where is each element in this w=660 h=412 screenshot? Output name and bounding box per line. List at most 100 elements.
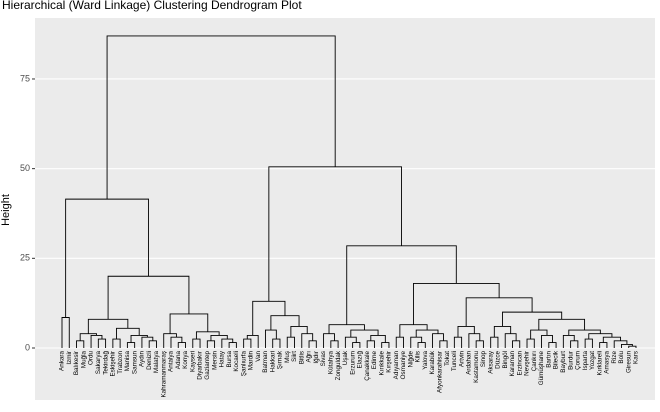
leaf-label: Niğde	[407, 350, 414, 367]
leaf-label: Bilecik	[553, 350, 560, 369]
leaf-label: Isparta	[582, 351, 589, 371]
leaf-label: Ordu	[88, 350, 95, 364]
merge	[195, 331, 220, 340]
leaf-label: Kırklareli	[596, 351, 603, 376]
leaf-label: Kırıkkale	[378, 350, 385, 375]
leaf-label: Kocaeli	[233, 351, 240, 372]
leaf-label: Çankırı	[531, 351, 538, 372]
leaf-label: Mardin	[248, 350, 255, 370]
leaf-label: Sakarya	[95, 351, 102, 375]
leaf-label: Elazığ	[357, 351, 364, 369]
merge	[206, 340, 216, 348]
leaf-label: Erzurum	[349, 351, 356, 375]
leaf-label: Aksaray	[487, 350, 494, 374]
leaf-label: Tokat	[444, 351, 451, 366]
leaf-label: Gümüşhane	[538, 351, 545, 386]
leaf-label: Uşak	[342, 350, 349, 365]
leaf-label: Burdur	[567, 351, 574, 370]
merge	[541, 334, 553, 348]
leaf-label: Erzincan	[516, 350, 523, 375]
merge	[90, 334, 103, 348]
leaf-label: Denizli	[146, 351, 153, 370]
merge	[370, 334, 386, 343]
merge	[87, 318, 129, 334]
leaf-label: Şırnak	[277, 350, 284, 369]
leaf-label: Van	[255, 351, 262, 362]
leaf-label: Düzce	[495, 351, 502, 369]
merge	[107, 275, 190, 320]
y-tick-label: 25	[20, 253, 30, 263]
leaf-label: Kastamonu	[473, 350, 480, 382]
merge	[512, 340, 521, 348]
merge	[148, 340, 157, 348]
leaf-label: Tekirdağ	[102, 351, 109, 375]
leaf-label: Edirne	[371, 350, 378, 369]
leaf-label: Balıkesir	[73, 351, 80, 375]
leaf-label: Hatay	[219, 350, 226, 367]
merge	[621, 343, 633, 348]
leaf-label: Ağrı	[306, 351, 313, 363]
leaf-label: Eskişehir	[110, 351, 117, 377]
leaf-label: Adana	[175, 351, 182, 370]
leaf-label: Kahramanmaraş	[160, 351, 167, 398]
leaf-label: Trabzon	[117, 351, 124, 374]
leaf-label: Bingöl	[502, 351, 509, 369]
leaf-label: Muğla	[80, 350, 87, 368]
y-tick-label: 75	[20, 73, 30, 83]
leaf-label: Ardahan	[466, 350, 473, 374]
leaf-label: Giresun	[625, 351, 632, 374]
leaf-label: Antalya	[168, 351, 175, 373]
leaf-label: Sinop	[480, 350, 487, 367]
leaf-label: Amasya	[604, 350, 611, 373]
merge	[570, 340, 579, 348]
plot-panel	[35, 18, 655, 400]
leaf-label: Karaman	[509, 351, 516, 377]
leaf-label: Karabük	[429, 350, 436, 374]
leaf-label: Manisa	[124, 351, 131, 372]
leaf-label: Iğdır	[313, 351, 320, 364]
leaf-label: Afyonkarahisar	[436, 351, 443, 393]
leaf-label: Kilis	[415, 351, 422, 363]
leaf-label: Yozgat	[589, 351, 596, 370]
merge	[116, 327, 140, 340]
leaf-label: Tunceli	[451, 351, 458, 371]
leaf-label: Bayburt	[560, 351, 567, 373]
merge	[246, 334, 259, 348]
leaf-label: Batman	[262, 350, 269, 372]
merge	[538, 318, 586, 331]
leaf-label: Samsun	[131, 351, 138, 375]
leaf-label: Bitlis	[298, 351, 305, 364]
leaf-label: Nevşehir	[524, 351, 531, 376]
leaf-label: Rize	[611, 351, 618, 364]
merge	[76, 340, 85, 348]
leaf-label: Diyarbakır	[197, 351, 204, 380]
leaf-label: Kars	[633, 351, 640, 364]
chart-title: Hierarchical (Ward Linkage) Clustering D…	[2, 0, 302, 12]
y-tick-label: 0	[25, 342, 30, 352]
merge	[130, 334, 148, 343]
leaf-label: Osmaniye	[400, 351, 407, 380]
merge	[308, 340, 317, 348]
leaf-label: Ankara	[59, 350, 66, 370]
leaf-label: Bolu	[618, 350, 625, 363]
merge	[106, 35, 336, 200]
leaf-label: Kayseri	[189, 351, 196, 372]
leaf-label: Şanlıurfa	[240, 350, 247, 376]
leaf-label: Çanakkale	[364, 351, 371, 381]
leaf-label: Bursa	[226, 350, 233, 367]
merge	[330, 340, 339, 348]
leaf-label: Bartın	[545, 351, 552, 368]
merge	[439, 340, 448, 348]
leaf-label: Muş	[284, 351, 291, 363]
merge	[465, 297, 533, 327]
y-axis-label: Height	[0, 194, 12, 226]
leaf-label: Aydın	[139, 351, 146, 367]
merge	[613, 340, 628, 348]
leaf-label: Yalova	[422, 351, 429, 370]
leaf-label: Siirt	[291, 351, 298, 362]
leaf-label: Gaziantep	[204, 351, 211, 380]
leaf-label: Artvin	[458, 351, 465, 368]
merge	[366, 340, 375, 348]
merge	[562, 334, 575, 348]
